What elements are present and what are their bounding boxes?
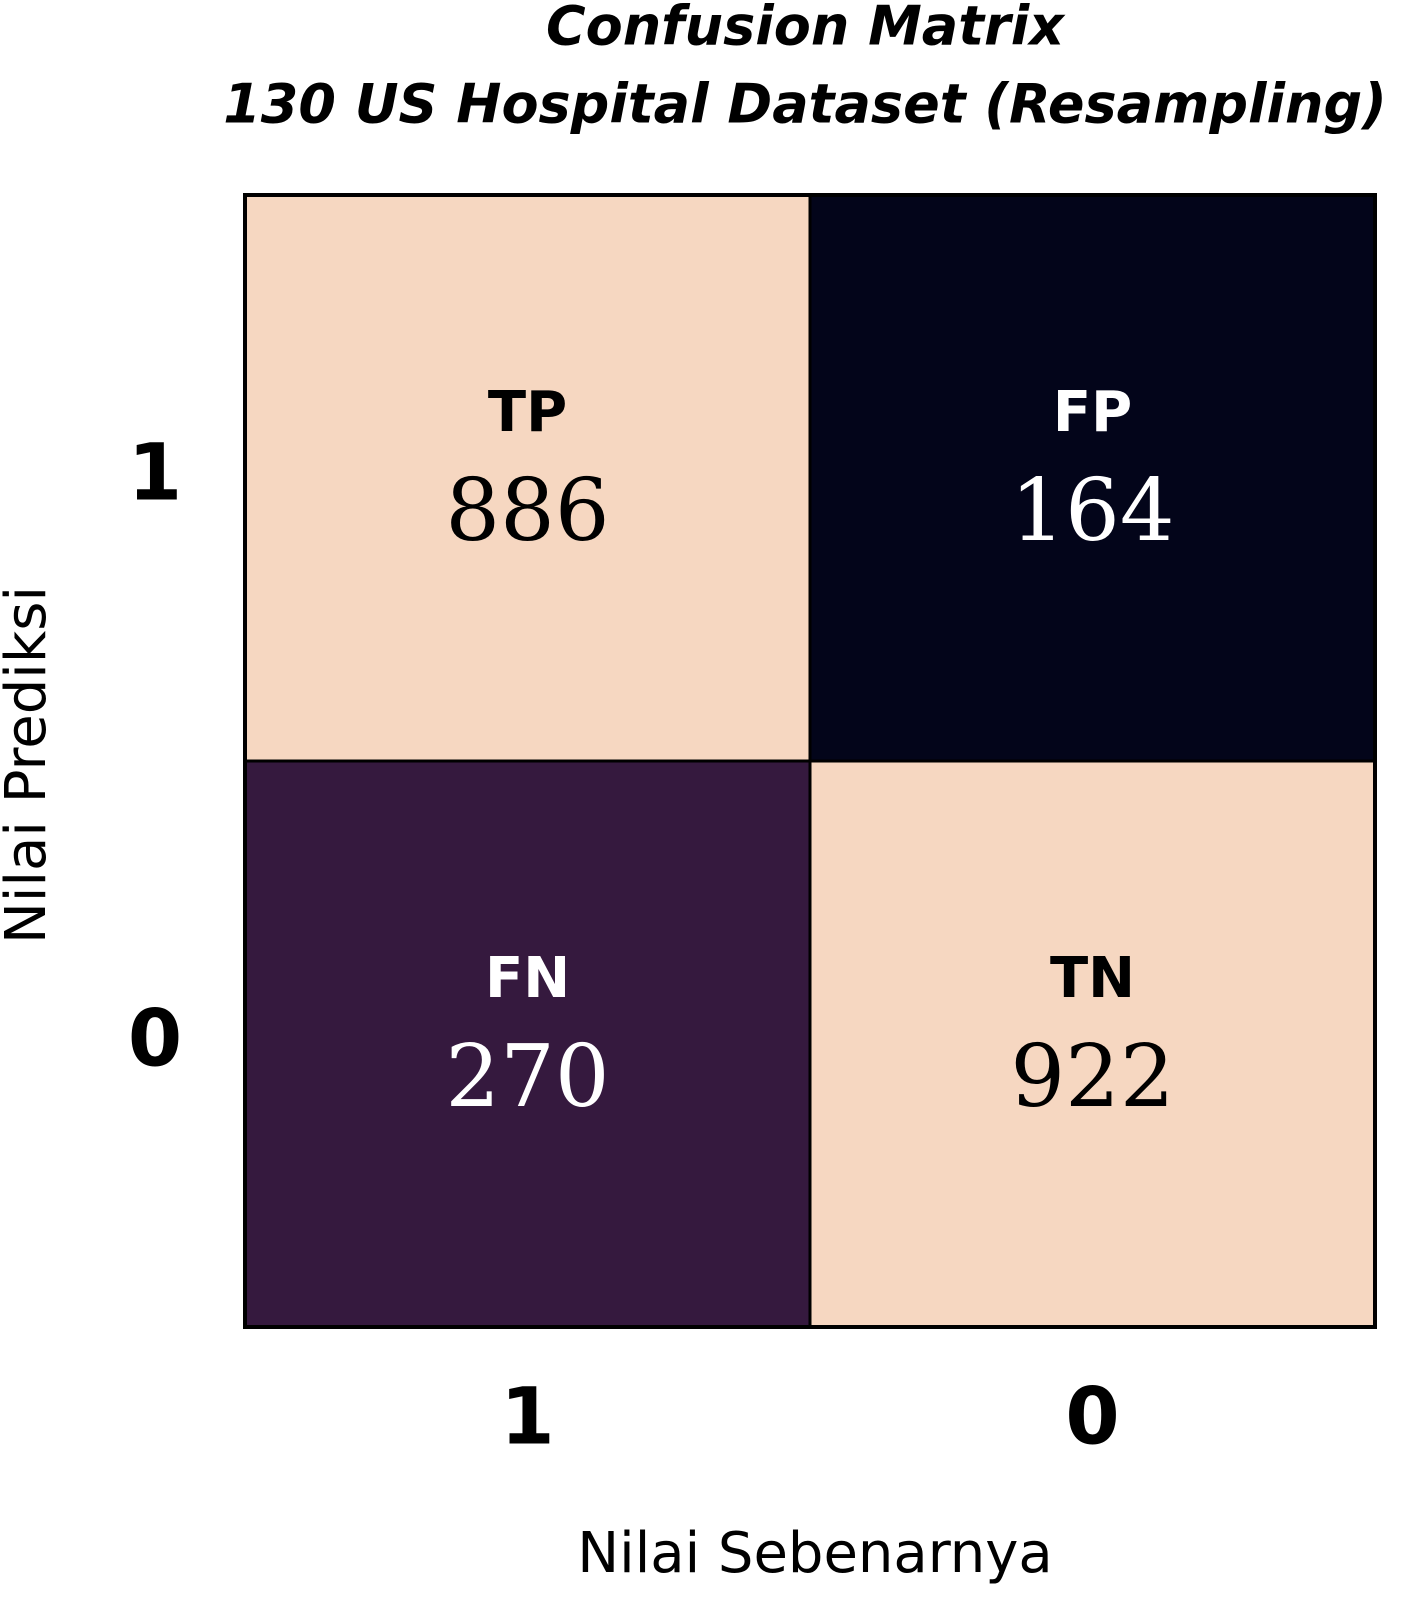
heatmap-cell: [243, 759, 812, 1329]
heatmap-cell: [808, 759, 1377, 1329]
chart-title: Confusion Matrix: [546, 0, 1066, 58]
x-axis-label: Nilai Sebenarnya: [577, 1521, 1052, 1586]
cell-label: TN: [1050, 946, 1135, 1011]
chart-subtitle: 130 US Hospital Dataset (Resampling): [223, 73, 1387, 136]
heatmap-cell: [243, 193, 812, 763]
cell-label: FP: [1053, 380, 1132, 445]
heatmap-cell: [808, 193, 1377, 763]
cell-value: 922: [1010, 1027, 1174, 1127]
y-tick-label: 1: [128, 428, 182, 518]
cell-label: TP: [488, 380, 567, 445]
y-axis-label: Nilai Prediksi: [0, 586, 59, 944]
plot-border: [243, 193, 1377, 1329]
cell-label: FN: [485, 946, 570, 1011]
y-tick-label: 0: [128, 994, 182, 1084]
x-tick-label: 1: [500, 1372, 554, 1462]
cell-value: 164: [1010, 461, 1174, 561]
cell-value: 270: [445, 1027, 609, 1127]
x-tick-label: 0: [1065, 1372, 1119, 1462]
cell-value: 886: [445, 461, 609, 561]
